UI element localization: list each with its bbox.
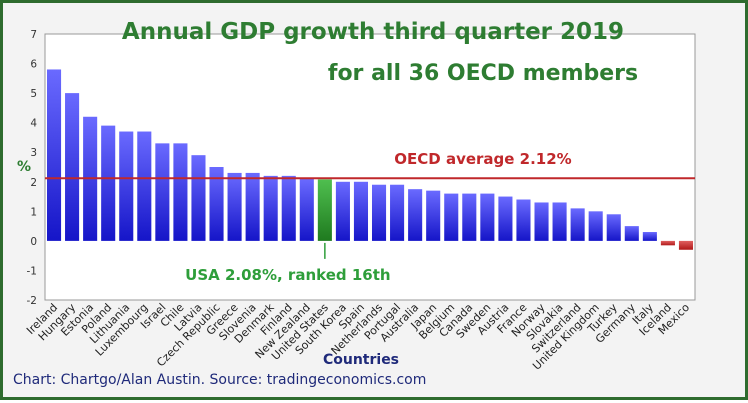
- chart-subtitle: for all 36 OECD members: [327, 61, 639, 86]
- bar-czech-republic: [209, 167, 224, 241]
- plot-area: [44, 33, 696, 301]
- bar-finland: [281, 175, 296, 241]
- bar-slovakia: [552, 202, 567, 241]
- bar-new-zealand: [299, 178, 314, 241]
- bar-switzerland: [570, 208, 585, 241]
- bar-lithuania: [119, 131, 134, 241]
- y-tick-label: 4: [30, 118, 37, 130]
- x-axis-label: Countries: [323, 352, 399, 368]
- bar-sweden: [480, 193, 495, 241]
- y-tick-label: 6: [30, 59, 37, 71]
- bar-italy: [642, 232, 657, 241]
- bar-turkey: [606, 214, 621, 241]
- bar-united-states: [317, 179, 332, 241]
- y-axis-label: %: [17, 159, 31, 175]
- bar-japan: [426, 190, 441, 241]
- average-label: OECD average 2.12%: [394, 150, 571, 168]
- bar-norway: [534, 202, 549, 241]
- bar-netherlands: [371, 184, 387, 241]
- y-tick-label: -2: [27, 295, 37, 307]
- y-tick-label: 5: [30, 88, 37, 100]
- bar-iceland: [660, 240, 675, 246]
- bar-south-korea: [335, 181, 350, 241]
- bar-greece: [227, 172, 242, 241]
- bar-australia: [408, 189, 423, 241]
- y-tick-label: -1: [27, 265, 37, 277]
- bar-ireland: [46, 69, 62, 241]
- bar-chile: [173, 143, 188, 241]
- y-tick-label: 0: [30, 236, 37, 248]
- highlight-label: USA 2.08%, ranked 16th: [185, 266, 390, 284]
- y-tick-label: 7: [30, 29, 37, 41]
- y-tick-label: 3: [30, 147, 37, 159]
- bar-hungary: [65, 93, 80, 241]
- y-tick-label: 1: [30, 206, 37, 218]
- y-tick-label: 2: [30, 177, 37, 189]
- bar-mexico: [678, 240, 694, 250]
- bar-austria: [498, 196, 513, 241]
- bar-denmark: [263, 175, 278, 241]
- bar-slovenia: [245, 172, 260, 241]
- bar-luxembourg: [137, 131, 152, 241]
- bar-belgium: [444, 193, 459, 241]
- bar-portugal: [390, 184, 405, 241]
- bar-germany: [624, 226, 639, 241]
- bar-canada: [462, 193, 477, 241]
- bar-united-kingdom: [588, 211, 603, 241]
- bar-poland: [101, 125, 116, 241]
- bar-france: [516, 199, 531, 241]
- bar-spain: [353, 181, 369, 241]
- bar-latvia: [191, 155, 206, 241]
- chart-title: Annual GDP growth third quarter 2019: [121, 19, 625, 45]
- bar-israel: [155, 143, 170, 241]
- source-note: Chart: Chartgo/Alan Austin. Source: trad…: [13, 372, 427, 388]
